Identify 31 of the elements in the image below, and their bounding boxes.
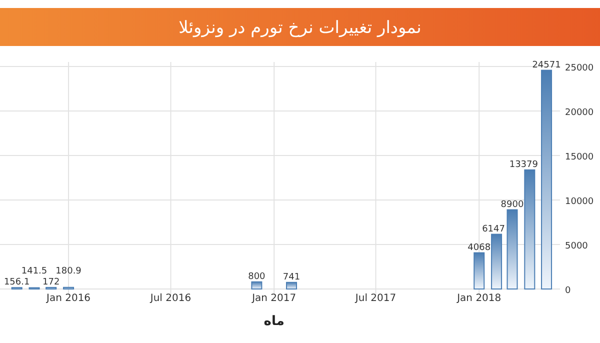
x-tick-label: Jan 2017 [251, 293, 296, 304]
bar [541, 70, 552, 290]
data-label: 13379 [509, 160, 538, 170]
data-label: 180.9 [56, 266, 82, 276]
data-label: 741 [282, 272, 300, 282]
bar [474, 252, 485, 290]
data-label: 24571 [532, 60, 561, 70]
x-axis-title: ماه [264, 314, 284, 329]
data-label: 800 [248, 272, 266, 282]
data-label: 156.1 [4, 278, 30, 288]
data-label: 6147 [482, 224, 505, 234]
x-tick-label: Jan 2016 [46, 293, 91, 304]
y-tick-label: 25000 [565, 63, 594, 74]
bar [286, 282, 298, 290]
data-label: 172 [42, 277, 60, 288]
x-tick-label: Jan 2018 [456, 293, 502, 304]
bar [506, 209, 518, 290]
x-tick-label: Jul 2016 [149, 293, 192, 304]
bar [491, 234, 502, 290]
y-tick-label: 15000 [565, 152, 594, 162]
data-label: 4068 [468, 242, 491, 253]
y-tick-label: 20000 [565, 108, 594, 118]
data-label: 141.5 [21, 266, 48, 277]
x-tick-label: Jul 2017 [354, 293, 396, 304]
y-tick-label: 5000 [565, 241, 588, 252]
data-label: 8900 [500, 200, 524, 210]
bar [251, 281, 262, 290]
bar [524, 169, 536, 290]
y-tick-label: 10000 [565, 196, 594, 207]
y-tick-label: 0 [565, 286, 571, 296]
chart-title: نمودار تغییرات نرخ تورم در ونزوئلا [178, 18, 422, 38]
